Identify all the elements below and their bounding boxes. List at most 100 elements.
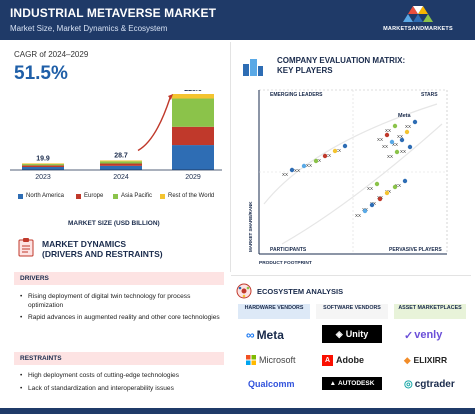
- header-banner: INDUSTRIAL METAVERSE MARKET Market Size,…: [0, 0, 475, 40]
- quadrant-stars: STARS: [421, 92, 438, 98]
- matrix-y-axis-label: MARKET SHARE/RANK: [248, 201, 253, 252]
- company-point-label: XX: [325, 153, 331, 158]
- legend-item-north-america: North America: [18, 193, 64, 199]
- bar-total-label: 28.7: [114, 152, 128, 159]
- bar-segment-2023-1: [22, 165, 64, 168]
- column-divider: [230, 42, 231, 272]
- company-point: [394, 149, 400, 155]
- company-point-label: XX: [392, 142, 398, 147]
- page-title: INDUSTRIAL METAVERSE MARKET: [10, 6, 217, 20]
- company-point-label: XX: [405, 124, 411, 129]
- legend-swatch: [18, 193, 23, 199]
- vendor-logo-venly: ✓ venly: [404, 329, 443, 342]
- legend-swatch: [113, 193, 118, 199]
- autodesk-icon: ▲: [329, 380, 337, 387]
- growth-arrow: [137, 97, 171, 152]
- legend-item-asia-pacific: Asia Pacific: [113, 193, 152, 199]
- legend-swatch: [76, 193, 81, 199]
- vendor-logo-autodesk: ▲ AUTODESK: [322, 377, 382, 390]
- vendor-logo-cgtrader: ◎ cgtrader: [404, 378, 455, 390]
- company-point: [332, 148, 338, 154]
- company-point: [412, 119, 418, 125]
- page-subtitle: Market Size, Market Dynamics & Ecosystem: [10, 24, 168, 33]
- bar-total-label: 228.6: [184, 90, 202, 93]
- quadrant-emerging-leaders: EMERGING LEADERS: [270, 92, 323, 98]
- buildings-icon: [243, 59, 263, 76]
- company-evaluation-matrix: EMERGING LEADERS STARS PARTICIPANTS PERV…: [248, 89, 448, 266]
- ecosystem-icon: [236, 283, 252, 299]
- adobe-icon: A: [322, 354, 333, 366]
- bar-segment-2029-0: [172, 145, 214, 170]
- company-point: [392, 184, 398, 190]
- vendor-logo-elixirr: ◆ ELIXIRR: [404, 354, 448, 366]
- company-point: [374, 181, 380, 187]
- footer-bar: [0, 408, 475, 414]
- matrix-x-axis-label: PRODUCT FOOTPRINT: [259, 260, 312, 266]
- bar-segment-2029-3: [172, 94, 214, 99]
- company-point: [384, 190, 390, 196]
- bar-segment-2023-0: [22, 167, 64, 170]
- venly-icon: ✓: [404, 329, 414, 342]
- company-point: [342, 143, 348, 149]
- company-point-label: XX: [382, 144, 388, 149]
- company-point: [392, 123, 398, 129]
- brand-logo: MARKETSANDMARKETS: [375, 4, 461, 36]
- asset-marketplaces-header: ASSET MARKETPLACES: [394, 304, 466, 319]
- restraint-item: High deployment costs of cutting-edge te…: [20, 371, 220, 380]
- company-point-label: XX: [306, 163, 312, 168]
- company-point: [384, 132, 390, 138]
- quadrant-participants: PARTICIPANTS: [270, 247, 307, 253]
- legend-item-europe: Europe: [76, 193, 103, 199]
- company-point-label: XX: [395, 183, 401, 188]
- x-tick-label: 2023: [35, 174, 51, 181]
- vendor-logo-microsoft: Microsoft: [246, 352, 296, 368]
- restraint-item: Lack of standardization and interoperabi…: [20, 384, 220, 393]
- vendor-logo-meta: ∞ Meta: [246, 328, 284, 342]
- microsoft-windows-icon: [246, 355, 256, 365]
- vendor-logo-qualcomm: Qualcomm: [248, 379, 295, 389]
- vendor-logo-adobe: A Adobe: [322, 352, 364, 368]
- company-point: [404, 129, 410, 135]
- chart-x-label: MARKET SIZE (USD BILLION): [68, 220, 160, 227]
- hardware-vendors-header: HARDWARE VENDORS: [238, 304, 310, 319]
- restraints-header: RESTRAINTS: [14, 352, 224, 365]
- bar-segment-2024-0: [100, 165, 142, 170]
- company-point-label: XX: [385, 128, 391, 133]
- ecosystem-title: ECOSYSTEM ANALYSIS: [257, 287, 344, 296]
- quadrant-pervasive-players: PERVASIVE PLAYERS: [389, 247, 442, 253]
- company-point-label: XX: [367, 186, 373, 191]
- company-point-label: XX: [397, 134, 403, 139]
- growth-arrow-head: [168, 94, 173, 100]
- x-tick-label: 2024: [113, 174, 129, 181]
- cagr-label: CAGR of 2024–2029: [14, 50, 89, 59]
- company-point-label: XX: [377, 137, 383, 142]
- dynamics-title: MARKET DYNAMICS (DRIVERS AND RESTRAINTS): [42, 239, 163, 259]
- brand-name: MARKETSANDMARKETS: [383, 26, 453, 32]
- unity-cube-icon: ◈: [335, 328, 343, 339]
- cgtrader-icon: ◎: [404, 378, 413, 390]
- company-point-label: XX: [400, 149, 406, 154]
- vendor-logo-unity: ◈ Unity: [322, 325, 382, 343]
- bar-segment-2024-1: [100, 163, 142, 166]
- bar-segment-2023-3: [22, 163, 64, 165]
- bar-segment-2024-2: [100, 161, 142, 164]
- company-point-label: XX: [335, 148, 341, 153]
- driver-item: Rapid advances in augmented reality and …: [20, 313, 220, 322]
- company-point: [407, 144, 413, 150]
- legend-swatch: [160, 193, 165, 199]
- company-point: [322, 153, 328, 159]
- elixirr-icon: ◆: [404, 354, 411, 365]
- bar-total-label: 19.9: [36, 155, 50, 162]
- company-point: [377, 196, 383, 202]
- company-point: [369, 202, 375, 208]
- legend-item-rest-of-world: Rest of the World: [160, 193, 214, 199]
- company-point: [399, 137, 405, 143]
- drivers-header: DRIVERS: [14, 272, 224, 285]
- driver-item: Rising deployment of digital twin techno…: [20, 292, 220, 310]
- company-point: [402, 178, 408, 184]
- bar-segment-2029-2: [172, 98, 214, 127]
- x-tick-label: 2029: [185, 174, 201, 181]
- company-point-label-meta: Meta: [398, 113, 411, 119]
- cagr-value: 51.5%: [14, 63, 68, 84]
- company-point: [301, 163, 307, 169]
